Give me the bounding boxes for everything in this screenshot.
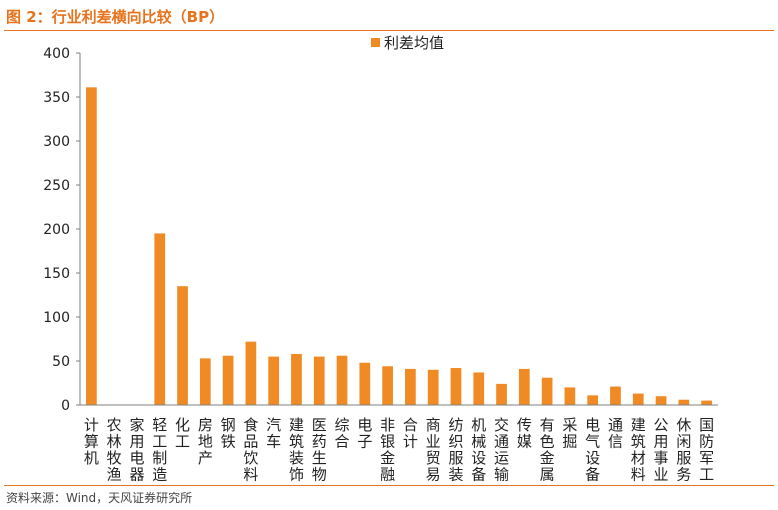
x-tick-label: 钢铁	[221, 416, 236, 451]
y-tick-label: 250	[43, 178, 70, 194]
x-tick-label: 食品饮料	[243, 416, 258, 484]
x-tick-label: 电子	[357, 416, 372, 451]
x-tick-label: 有色金属	[540, 416, 555, 484]
bar	[427, 369, 439, 405]
y-tick-label: 300	[43, 134, 70, 150]
bar	[701, 400, 712, 405]
y-tick-label: 200	[43, 222, 70, 238]
bar	[336, 355, 348, 405]
bar	[199, 358, 211, 405]
bar	[245, 341, 257, 405]
bar	[405, 368, 416, 405]
y-tick-label: 100	[43, 310, 70, 326]
x-tick-label: 计算机	[84, 416, 99, 467]
x-tick-label: 建筑装饰	[289, 416, 304, 484]
figure-title: 图 2：行业利差横向比较（BP）	[6, 8, 225, 26]
x-tick-label: 合计	[403, 416, 418, 451]
x-tick-label: 传媒	[517, 416, 532, 451]
x-tick-label: 建筑材料	[631, 416, 646, 484]
bar	[655, 396, 667, 405]
x-tick-label: 国防军工	[699, 416, 714, 484]
bar	[154, 233, 166, 405]
x-tick-label: 综合	[335, 416, 350, 451]
x-tick-label: 轻工制造	[152, 416, 167, 484]
bar	[177, 286, 188, 405]
legend: 利差均值	[371, 34, 444, 52]
x-tick-label: 医药生物	[312, 416, 327, 484]
x-tick-label: 采掘	[562, 416, 577, 451]
x-tick-label: 商业贸易	[426, 416, 441, 484]
legend-swatch	[371, 38, 380, 47]
y-tick-label: 50	[52, 354, 70, 370]
bar	[450, 368, 462, 405]
bar-series	[86, 87, 712, 405]
bar	[678, 399, 690, 405]
y-tick-label: 150	[43, 266, 70, 282]
bar	[473, 372, 485, 405]
x-tick-label: 汽车	[266, 416, 281, 451]
x-tick-label: 农林牧渔	[107, 416, 122, 484]
bar	[610, 386, 621, 405]
y-axis: 0 50 100 150 200 250 300 350 400	[43, 46, 81, 414]
x-tick-label: 房地产	[198, 416, 213, 467]
bar	[541, 377, 553, 405]
bar	[564, 387, 576, 405]
y-tick-label: 400	[43, 46, 70, 62]
title-rule	[4, 30, 774, 31]
bar	[222, 355, 234, 405]
y-tick-label: 350	[43, 90, 70, 106]
bar	[587, 395, 599, 405]
x-tick-label: 化工	[175, 416, 190, 451]
x-tick-label: 通信	[608, 416, 623, 451]
x-tick-label: 非银金融	[380, 416, 395, 484]
bar	[632, 393, 644, 405]
bar	[496, 383, 507, 405]
bar	[359, 362, 371, 405]
x-tick-label: 纺织服装	[448, 416, 463, 484]
x-tick-label: 家用电器	[129, 416, 144, 484]
source-rule	[4, 485, 774, 486]
x-tick-label: 休闲服务	[676, 416, 691, 484]
legend-label: 利差均值	[384, 34, 444, 52]
bar	[291, 353, 302, 405]
bar	[313, 356, 325, 405]
x-tick-label: 公用事业	[654, 416, 669, 484]
bar	[268, 356, 280, 405]
y-tick-label: 0	[61, 398, 70, 414]
x-axis: 计算机农林牧渔家用电器轻工制造化工房地产钢铁食品饮料汽车建筑装饰医药生物综合电子…	[80, 404, 718, 484]
bar	[86, 87, 97, 405]
bar	[382, 366, 393, 405]
x-tick-label: 电气设备	[585, 416, 600, 484]
bar	[518, 368, 530, 405]
x-tick-label: 机械设备	[471, 416, 486, 484]
source-note: 资料来源：Wind，天风证券研究所	[6, 491, 193, 505]
x-tick-label: 交通运输	[494, 416, 509, 484]
